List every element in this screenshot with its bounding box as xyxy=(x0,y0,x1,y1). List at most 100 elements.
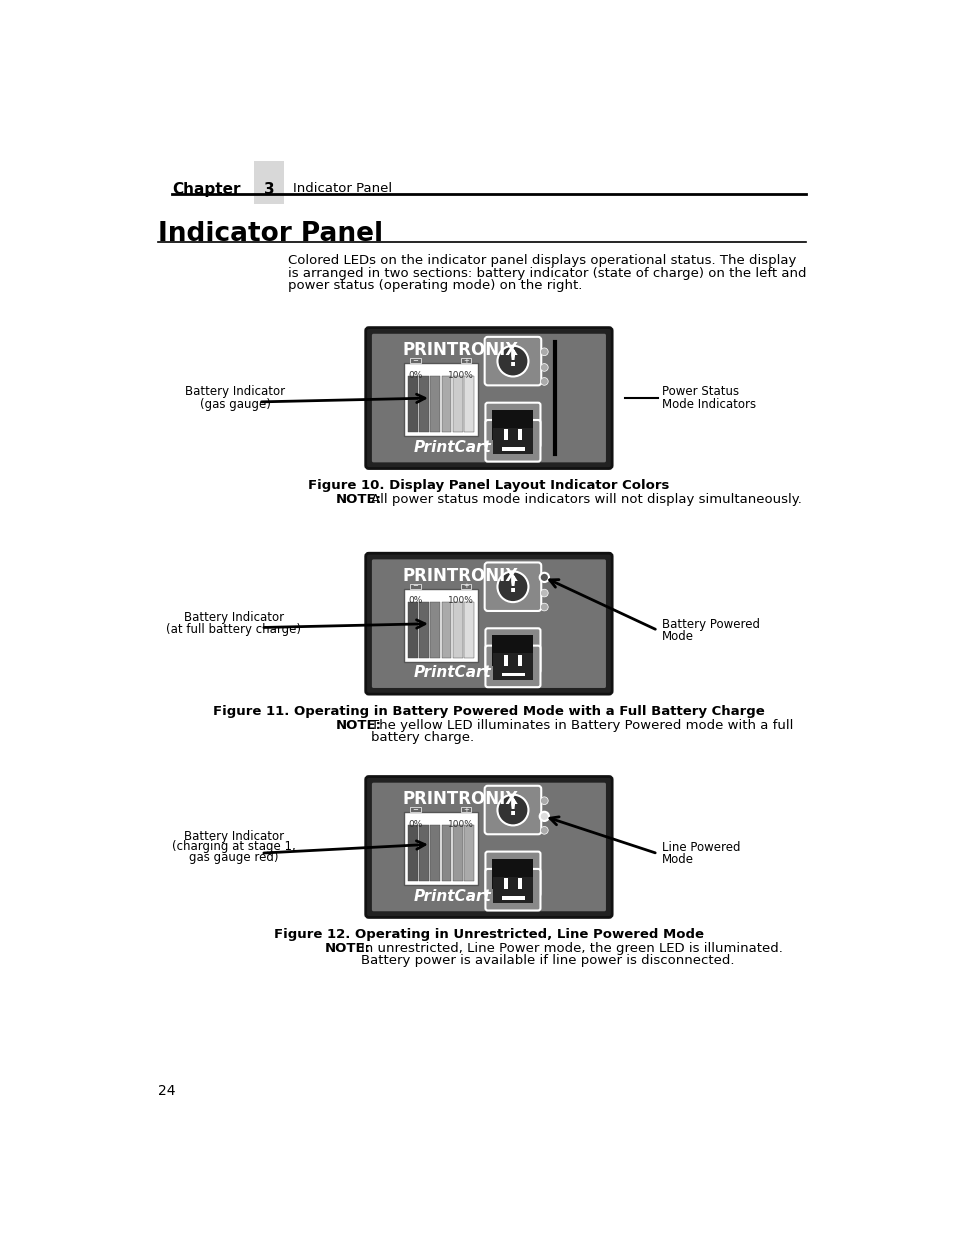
Text: +: + xyxy=(462,358,469,364)
Bar xyxy=(503,878,508,889)
Text: NOTE:: NOTE: xyxy=(335,493,382,506)
Bar xyxy=(441,601,451,658)
Text: Figure 11. Operating in Battery Powered Mode with a Full Battery Charge: Figure 11. Operating in Battery Powered … xyxy=(213,705,764,718)
Text: PrintCart: PrintCart xyxy=(413,440,491,454)
Bar xyxy=(430,377,439,432)
Text: PrintCart: PrintCart xyxy=(413,666,491,680)
Text: −: − xyxy=(413,358,418,364)
FancyBboxPatch shape xyxy=(485,646,540,687)
Bar xyxy=(430,825,439,882)
Bar xyxy=(430,601,439,658)
Bar xyxy=(460,584,471,589)
FancyBboxPatch shape xyxy=(493,877,532,903)
Text: Mode: Mode xyxy=(661,853,693,867)
Text: 0%: 0% xyxy=(408,370,422,379)
Text: Colored LEDs on the indicator panel displays operational status. The display: Colored LEDs on the indicator panel disp… xyxy=(288,254,796,268)
Bar xyxy=(464,377,474,432)
FancyBboxPatch shape xyxy=(492,858,533,889)
Text: Battery power is available if line power is disconnected.: Battery power is available if line power… xyxy=(360,955,734,967)
Text: !: ! xyxy=(507,351,517,370)
Text: Power Status: Power Status xyxy=(661,385,739,399)
Bar xyxy=(503,430,508,440)
Bar xyxy=(404,811,477,885)
Bar xyxy=(517,655,521,666)
Text: PrintCart: PrintCart xyxy=(413,888,491,904)
Text: −: − xyxy=(413,806,418,813)
Circle shape xyxy=(540,589,548,597)
Text: 0%: 0% xyxy=(408,597,422,605)
Bar xyxy=(441,825,451,882)
Text: Battery Indicator: Battery Indicator xyxy=(184,611,284,624)
FancyBboxPatch shape xyxy=(493,653,532,679)
Circle shape xyxy=(540,826,548,834)
Bar xyxy=(410,808,420,811)
Bar xyxy=(253,162,283,204)
Text: (charging at stage 1,: (charging at stage 1, xyxy=(172,841,295,853)
FancyBboxPatch shape xyxy=(493,427,532,454)
Text: 100%: 100% xyxy=(448,597,474,605)
Bar xyxy=(404,363,477,436)
Text: Indicator Panel: Indicator Panel xyxy=(293,182,392,195)
Text: 100%: 100% xyxy=(448,820,474,829)
Bar xyxy=(501,673,525,677)
Text: Battery Indicator: Battery Indicator xyxy=(184,830,284,842)
Bar xyxy=(503,655,508,666)
Text: battery charge.: battery charge. xyxy=(371,731,474,745)
FancyBboxPatch shape xyxy=(365,327,612,468)
Bar xyxy=(517,878,521,889)
Text: !: ! xyxy=(507,576,517,597)
FancyBboxPatch shape xyxy=(365,553,612,694)
FancyBboxPatch shape xyxy=(484,785,540,835)
Text: Mode: Mode xyxy=(661,630,693,643)
Bar xyxy=(418,825,429,882)
Bar xyxy=(501,895,525,900)
FancyBboxPatch shape xyxy=(492,635,533,666)
Circle shape xyxy=(540,363,548,372)
Text: −: − xyxy=(413,583,418,589)
Text: (at full battery charge): (at full battery charge) xyxy=(166,624,301,636)
Text: PRINTRONIX: PRINTRONIX xyxy=(401,567,517,585)
Bar xyxy=(404,589,477,662)
FancyBboxPatch shape xyxy=(485,629,540,673)
Bar xyxy=(517,430,521,440)
Text: In unrestricted, Line Power mode, the green LED is illuminated.: In unrestricted, Line Power mode, the gr… xyxy=(360,942,782,955)
Bar xyxy=(460,808,471,811)
FancyBboxPatch shape xyxy=(485,420,540,462)
Bar xyxy=(453,377,462,432)
Circle shape xyxy=(540,603,548,611)
Bar xyxy=(418,377,429,432)
Text: +: + xyxy=(462,806,469,813)
Bar xyxy=(464,825,474,882)
Text: PRINTRONIX: PRINTRONIX xyxy=(401,790,517,809)
Text: Line Powered: Line Powered xyxy=(661,841,740,855)
FancyBboxPatch shape xyxy=(365,777,612,918)
Text: Indicator Panel: Indicator Panel xyxy=(158,221,383,247)
FancyBboxPatch shape xyxy=(485,852,540,897)
Text: (gas gauge): (gas gauge) xyxy=(200,398,271,411)
Circle shape xyxy=(539,811,548,821)
Text: Battery Powered: Battery Powered xyxy=(661,618,759,631)
Bar xyxy=(408,377,417,432)
Bar xyxy=(460,358,471,363)
Circle shape xyxy=(540,797,548,804)
Text: PRINTRONIX: PRINTRONIX xyxy=(401,341,517,359)
Text: Figure 12. Operating in Unrestricted, Line Powered Mode: Figure 12. Operating in Unrestricted, Li… xyxy=(274,929,703,941)
Text: is arranged in two sections: battery indicator (state of charge) on the left and: is arranged in two sections: battery ind… xyxy=(288,267,806,280)
Text: 3: 3 xyxy=(264,182,274,198)
Text: Battery Indicator: Battery Indicator xyxy=(185,385,285,399)
FancyBboxPatch shape xyxy=(372,559,605,688)
FancyBboxPatch shape xyxy=(492,410,533,441)
Bar xyxy=(408,601,417,658)
Bar xyxy=(464,601,474,658)
Bar xyxy=(410,584,420,589)
FancyBboxPatch shape xyxy=(485,869,540,910)
Text: 24: 24 xyxy=(158,1084,175,1098)
Circle shape xyxy=(497,794,528,825)
Bar xyxy=(441,377,451,432)
Bar xyxy=(453,601,462,658)
Circle shape xyxy=(497,346,528,377)
Circle shape xyxy=(539,573,548,582)
Circle shape xyxy=(540,348,548,356)
FancyBboxPatch shape xyxy=(484,337,540,385)
Text: !: ! xyxy=(507,799,517,819)
